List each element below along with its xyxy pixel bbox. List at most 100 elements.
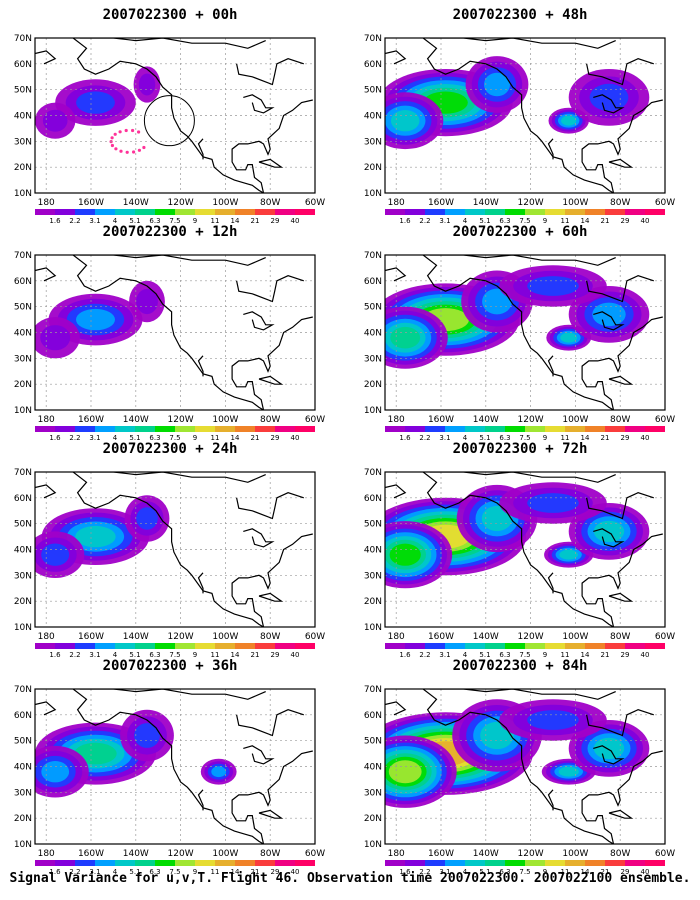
lon-tick-label: 160W (428, 849, 454, 859)
lat-tick-label: 10N (14, 406, 32, 416)
lon-tick-label: 100W (212, 415, 238, 425)
panel-title: 2007022300 + 48h (452, 7, 588, 23)
lon-tick-label: 120W (168, 849, 194, 859)
colorbar: 1.6 2.2 3.1 4 5.1 6.3 7.5 9 11 14 21 29 40 (385, 860, 665, 876)
lon-tick-label: 180 (38, 198, 55, 208)
variance-field (385, 482, 650, 589)
colorbar-swatch (605, 860, 626, 866)
colorbar-label: 11 (211, 434, 220, 442)
lon-tick-label: 60W (655, 198, 675, 208)
colorbar-label: 21 (251, 434, 260, 442)
lon-tick-label: 160W (78, 198, 104, 208)
lon-tick-label: 160W (78, 632, 104, 642)
colorbar-swatch (155, 426, 176, 432)
colorbar-swatch (625, 209, 646, 215)
lon-tick-label: 60W (305, 849, 325, 859)
lon-tick-label: 100W (562, 198, 588, 208)
colorbar: 1.6 2.2 3.1 4 5.1 6.3 7.5 9 11 14 21 29 40 (35, 426, 315, 442)
colorbar-swatch (75, 426, 96, 432)
map-frame (384, 37, 666, 194)
colorbar-label: 6.3 (149, 434, 160, 442)
lon-tick-label: 140W (473, 198, 499, 208)
colorbar-label: 3.1 (439, 217, 450, 225)
colorbar-swatch (55, 426, 76, 432)
colorbar-label: 4 (463, 868, 468, 876)
lat-tick-label: 30N (364, 571, 382, 581)
colorbar-label: 11 (211, 651, 220, 659)
colorbar-swatch (235, 209, 256, 215)
colorbar-label: 1.6 (399, 868, 411, 876)
graticule (385, 472, 665, 627)
colorbar-swatch (155, 209, 176, 215)
colorbar-label: 29 (271, 868, 280, 876)
colorbar-label: 4 (113, 868, 118, 876)
lon-tick-label: 180 (388, 632, 405, 642)
colorbar-swatch (75, 209, 96, 215)
lon-tick-label: 140W (473, 849, 499, 859)
colorbar-swatch (95, 209, 116, 215)
colorbar-swatch (115, 643, 136, 649)
lat-tick-label: 40N (364, 112, 382, 122)
colorbar-swatch (565, 209, 586, 215)
colorbar-label: 2.2 (69, 868, 80, 876)
colorbar: 1.6 2.2 3.1 4 5.1 6.3 7.5 9 11 14 21 29 40 (35, 209, 315, 225)
lon-tick-label: 140W (123, 198, 149, 208)
colorbar-swatch (215, 209, 236, 215)
lat-tick-label: 60N (14, 711, 32, 721)
colorbar-label: 2.2 (419, 868, 430, 876)
colorbar-swatch (485, 209, 506, 215)
colorbar-swatch (525, 426, 546, 432)
lat-tick-label: 40N (364, 546, 382, 556)
colorbar-swatch (465, 860, 486, 866)
lat-tick-label: 40N (14, 546, 32, 556)
colorbar-swatch (525, 209, 546, 215)
lat-tick-label: 50N (364, 303, 382, 313)
colorbar-swatch (195, 426, 216, 432)
lon-tick-label: 120W (168, 632, 194, 642)
colorbar-swatch (115, 860, 136, 866)
lon-tick-label: 180 (388, 198, 405, 208)
lat-tick-label: 70N (364, 34, 382, 44)
colorbar-label: 14 (231, 434, 240, 442)
lon-tick-label: 80W (610, 632, 630, 642)
colorbar-swatch (545, 643, 566, 649)
figure-caption: Signal Variance for u,v,T. Flight 46. Ob… (9, 871, 691, 886)
colorbar-label: 7.5 (519, 434, 530, 442)
colorbar-swatch (135, 209, 156, 215)
lon-tick-label: 80W (610, 415, 630, 425)
lat-tick-label: 60N (364, 711, 382, 721)
colorbar-label: 21 (251, 217, 260, 225)
colorbar-swatch (625, 643, 646, 649)
lat-tick-label: 30N (14, 571, 32, 581)
lon-tick-label: 160W (78, 415, 104, 425)
lon-tick-label: 80W (260, 849, 280, 859)
colorbar-swatch (405, 860, 426, 866)
lon-tick-label: 60W (305, 198, 325, 208)
colorbar-label: 3.1 (89, 217, 100, 225)
colorbar-swatch (425, 860, 446, 866)
flight-track (109, 128, 146, 154)
lat-tick-label: 50N (14, 86, 32, 96)
colorbar-label: 5.1 (129, 651, 140, 659)
colorbar-label: 1.6 (49, 868, 61, 876)
colorbar-swatch (505, 860, 526, 866)
graticule (35, 689, 315, 844)
lat-tick-label: 30N (364, 788, 382, 798)
colorbar-label: 4 (113, 651, 118, 659)
colorbar-label: 21 (601, 868, 610, 876)
colorbar-label: 2.2 (419, 651, 430, 659)
lat-tick-label: 10N (14, 623, 32, 633)
lat-tick-label: 30N (364, 354, 382, 364)
colorbar-label: 9 (543, 651, 547, 659)
lon-tick-label: 160W (428, 632, 454, 642)
lat-tick-label: 60N (14, 60, 32, 70)
colorbar-swatch (545, 209, 566, 215)
colorbar-swatch (195, 860, 216, 866)
lat-tick-label: 60N (364, 494, 382, 504)
lat-tick-label: 50N (14, 520, 32, 530)
colorbar-swatch (275, 643, 296, 649)
colorbar-swatch (585, 426, 606, 432)
lat-tick-label: 70N (14, 468, 32, 478)
colorbar-label: 21 (601, 651, 610, 659)
colorbar-label: 40 (291, 651, 300, 659)
